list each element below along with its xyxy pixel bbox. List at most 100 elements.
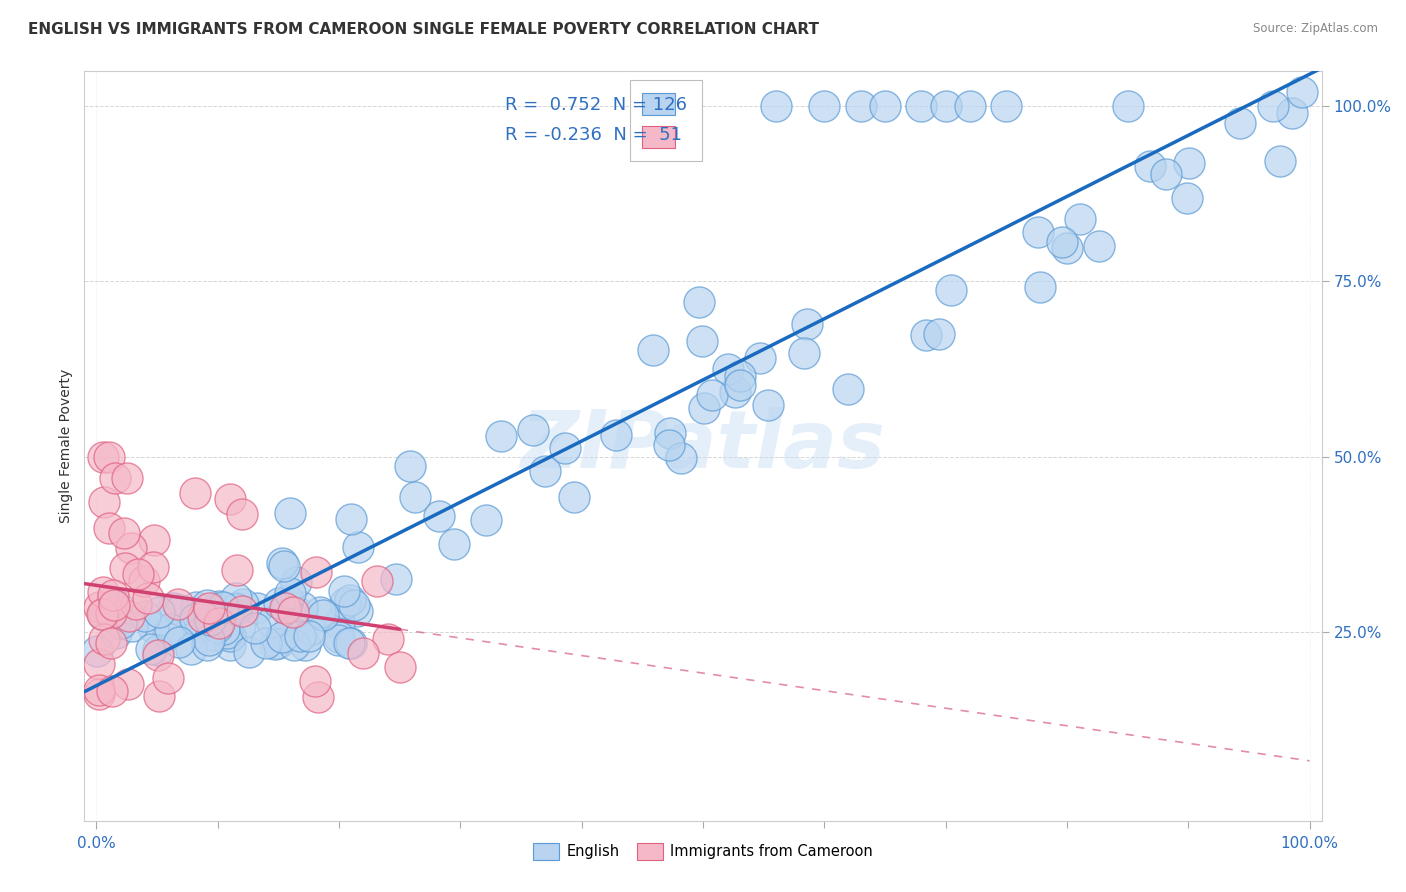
- Point: [285, 606, 308, 620]
- Point: [103, 588, 125, 602]
- Point: [474, 513, 496, 527]
- Point: [813, 99, 835, 113]
- Point: [605, 427, 627, 442]
- Point: [100, 606, 122, 620]
- Point: [309, 605, 332, 619]
- Point: [562, 491, 585, 505]
- Point: [209, 608, 232, 623]
- Y-axis label: Single Female Poverty: Single Female Poverty: [59, 369, 73, 523]
- Point: [332, 583, 354, 598]
- Point: [136, 591, 159, 605]
- Point: [328, 616, 350, 631]
- Point: [343, 598, 366, 612]
- Point: [87, 657, 110, 672]
- Point: [166, 597, 188, 611]
- Point: [724, 385, 747, 400]
- Point: [112, 525, 135, 540]
- Point: [105, 599, 128, 613]
- Point: [191, 610, 214, 624]
- Point: [231, 603, 253, 617]
- Point: [91, 607, 114, 621]
- Point: [86, 643, 108, 657]
- Point: [162, 601, 184, 615]
- Point: [728, 378, 751, 392]
- Point: [522, 423, 544, 437]
- Point: [935, 99, 957, 113]
- Point: [146, 643, 169, 657]
- Point: [87, 599, 110, 614]
- Point: [837, 383, 859, 397]
- Point: [796, 317, 818, 331]
- Point: [307, 690, 329, 705]
- Point: [219, 638, 242, 652]
- Point: [243, 621, 266, 635]
- Point: [104, 470, 127, 484]
- Point: [219, 492, 242, 507]
- Point: [225, 591, 247, 605]
- Point: [1028, 225, 1050, 239]
- Point: [232, 597, 254, 611]
- Point: [148, 689, 170, 703]
- Point: [118, 609, 141, 624]
- Point: [305, 565, 328, 579]
- Point: [340, 512, 363, 526]
- Point: [384, 572, 406, 586]
- Point: [225, 563, 247, 577]
- Point: [104, 626, 127, 640]
- Point: [1052, 235, 1074, 250]
- Point: [157, 671, 180, 685]
- Point: [267, 597, 290, 611]
- Point: [146, 648, 169, 663]
- Point: [641, 343, 664, 357]
- Point: [167, 634, 190, 648]
- Point: [346, 604, 368, 618]
- Point: [1268, 153, 1291, 168]
- Point: [125, 597, 148, 611]
- Point: [352, 646, 374, 660]
- Point: [671, 450, 693, 465]
- Text: Source: ZipAtlas.com: Source: ZipAtlas.com: [1253, 22, 1378, 36]
- Point: [337, 636, 360, 650]
- Point: [90, 607, 112, 621]
- Point: [692, 401, 714, 415]
- Point: [914, 327, 936, 342]
- Point: [211, 600, 233, 615]
- Point: [312, 608, 335, 623]
- Point: [1029, 279, 1052, 293]
- Point: [142, 620, 165, 634]
- Point: [1116, 99, 1139, 113]
- Point: [157, 627, 180, 641]
- Point: [207, 620, 229, 634]
- Point: [489, 429, 512, 443]
- Point: [765, 99, 787, 113]
- Point: [717, 362, 740, 376]
- Point: [873, 99, 896, 113]
- Point: [281, 605, 304, 619]
- Point: [195, 639, 218, 653]
- Point: [120, 541, 142, 555]
- Point: [246, 600, 269, 615]
- Point: [254, 636, 277, 650]
- Point: [93, 632, 115, 646]
- Point: [93, 495, 115, 509]
- Point: [200, 613, 222, 627]
- Point: [730, 369, 752, 384]
- Point: [100, 594, 122, 608]
- Point: [180, 642, 202, 657]
- Point: [328, 630, 350, 644]
- Point: [115, 470, 138, 484]
- Point: [121, 619, 143, 633]
- Point: [756, 398, 779, 412]
- Point: [114, 561, 136, 575]
- Point: [278, 586, 301, 600]
- Point: [187, 620, 209, 634]
- Point: [690, 334, 713, 348]
- Point: [939, 283, 962, 297]
- Text: R =  0.752  N = 126: R = 0.752 N = 126: [505, 96, 688, 114]
- Point: [377, 632, 399, 647]
- Point: [1088, 239, 1111, 253]
- Point: [159, 622, 181, 636]
- Point: [238, 645, 260, 659]
- Point: [294, 638, 316, 652]
- Point: [195, 598, 218, 612]
